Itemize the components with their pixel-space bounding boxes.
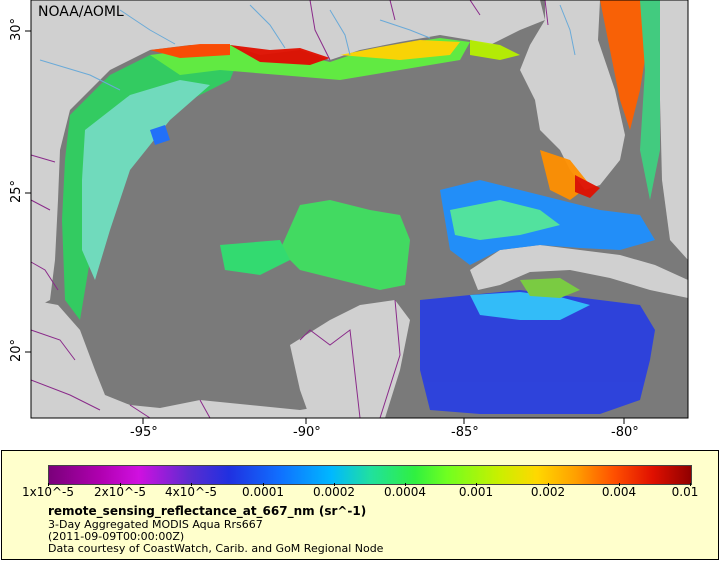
colorbar-tick-label: 4x10^-5 xyxy=(164,485,218,499)
lon-label-80: -80° xyxy=(611,425,639,440)
colorbar-tickmark xyxy=(476,483,477,486)
colorbar-tick-label: 0.004 xyxy=(601,485,637,499)
colorbar-tickmark xyxy=(48,483,49,486)
lon-label-95: -95° xyxy=(130,425,158,440)
dataset-label: 3-Day Aggregated MODIS Aqua Rrs667 xyxy=(48,518,263,531)
colorbar-tick-label: 0.01 xyxy=(671,485,699,499)
lat-label-25: 25° xyxy=(9,179,25,204)
land-florida xyxy=(520,0,625,190)
reflectance-overlay xyxy=(62,0,660,414)
colorbar-tickmark xyxy=(120,483,121,486)
political-borders xyxy=(30,0,549,419)
colorbar-tickmark xyxy=(548,483,549,486)
credit-label: NOAA/AOML xyxy=(38,4,124,20)
land-us-gulf-coast xyxy=(31,0,545,310)
colorbar-tick-label: 2x10^-5 xyxy=(93,485,147,499)
colorbar-tick-label: 0.0004 xyxy=(384,485,426,499)
colorbar-tick-label: 1x10^-5 xyxy=(21,485,75,499)
map-canvas xyxy=(25,0,689,424)
colorbar-tickmark xyxy=(334,483,335,486)
plot-frame xyxy=(30,0,689,419)
land-east xyxy=(660,0,688,260)
colorbar-tickmark xyxy=(405,483,406,486)
land-mexico xyxy=(31,300,375,418)
axis-ticks xyxy=(25,30,625,424)
colorbar-tickmark xyxy=(191,483,192,486)
map-frame: NOAA/AOML 30° 25° 20° -95° -90° -85° -80… xyxy=(9,0,689,440)
rivers xyxy=(39,4,576,91)
source-label: Data courtesy of CoastWatch, Carib. and … xyxy=(48,542,384,555)
time-label: (2011-09-09T00:00:00Z) xyxy=(48,530,185,543)
colorbar-tick-label: 0.0001 xyxy=(242,485,284,499)
colorbar-tickmark xyxy=(690,483,691,486)
lat-label-20: 20° xyxy=(9,338,25,363)
colorbar-tick-label: 0.0002 xyxy=(313,485,355,499)
land-yucatan xyxy=(290,300,410,418)
colorbar xyxy=(48,465,692,485)
legend-panel: 1x10^-5 2x10^-5 4x10^-5 0.0001 0.0002 0.… xyxy=(1,450,719,560)
colorbar-tickmark xyxy=(263,483,264,486)
colorbar-tick-label: 0.001 xyxy=(458,485,494,499)
lon-label-90: -90° xyxy=(293,425,321,440)
lat-label-30: 30° xyxy=(9,17,25,42)
colorbar-tick-label: 0.002 xyxy=(530,485,566,499)
colorbar-tickmark xyxy=(619,483,620,486)
lon-label-85: -85° xyxy=(451,425,479,440)
variable-title: remote_sensing_reflectance_at_667_nm (sr… xyxy=(48,504,367,518)
land-cuba xyxy=(470,245,688,298)
